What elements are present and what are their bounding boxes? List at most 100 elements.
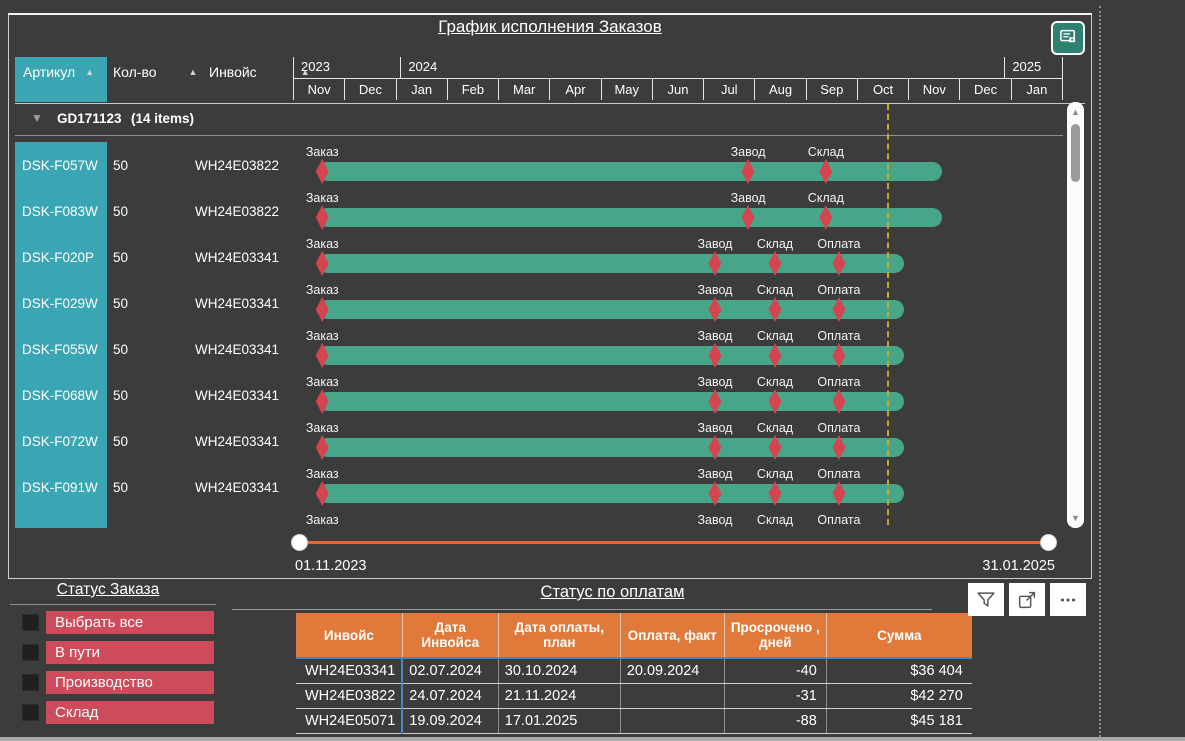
milestone-diamond-icon[interactable]: [708, 297, 722, 322]
gantt-bar[interactable]: [317, 208, 943, 227]
sort-triangle-up-icon[interactable]: ▲: [85, 67, 95, 77]
milestone-diamond-icon[interactable]: [315, 297, 329, 322]
article-cell[interactable]: [15, 510, 107, 528]
focus-mode-icon[interactable]: [1009, 583, 1045, 616]
legend-item-label[interactable]: Склад: [46, 701, 214, 724]
article-cell[interactable]: DSK-F057W: [15, 142, 107, 188]
invoice-cell: WH24E03341: [195, 249, 280, 265]
column-header-invoice[interactable]: Инвойс ▲: [209, 64, 310, 80]
milestone-diamond-icon[interactable]: [768, 481, 782, 506]
payments-column-header[interactable]: Оплата, факт: [620, 613, 725, 659]
milestone-diamond-icon[interactable]: [708, 389, 722, 414]
legend-item: Производство: [0, 671, 260, 694]
milestone-diamond-icon[interactable]: [768, 435, 782, 460]
milestone-diamond-icon[interactable]: [708, 343, 722, 368]
checkbox-icon[interactable]: [22, 644, 39, 661]
payments-column-header[interactable]: Дата оплаты, план: [498, 613, 621, 659]
milestone-diamond-icon[interactable]: [819, 159, 833, 184]
milestone-diamond-icon[interactable]: [315, 481, 329, 506]
payments-cell: $36 404: [826, 658, 972, 684]
milestone-diamond-icon[interactable]: [315, 159, 329, 184]
article-cell[interactable]: DSK-F072W: [15, 418, 107, 464]
payments-cell: 19.09.2024: [401, 708, 499, 734]
slider-handle-start[interactable]: [291, 534, 308, 551]
article-cell[interactable]: DSK-F091W: [15, 464, 107, 510]
milestone-diamond-icon[interactable]: [832, 297, 846, 322]
payments-column-header[interactable]: Сумма: [826, 613, 972, 659]
milestone-diamond-icon[interactable]: [768, 343, 782, 368]
chevron-down-icon[interactable]: ▼: [31, 111, 43, 125]
legend-item-label[interactable]: В пути: [46, 641, 214, 664]
milestone-diamond-icon[interactable]: [832, 435, 846, 460]
checkbox-icon[interactable]: [22, 674, 39, 691]
gantt-bar[interactable]: [317, 438, 905, 457]
milestone-label: Заказ: [305, 237, 339, 251]
more-options-icon[interactable]: [1050, 583, 1086, 616]
milestone-diamond-icon[interactable]: [315, 251, 329, 276]
payments-cell: 30.10.2024: [498, 658, 621, 684]
scroll-down-icon[interactable]: ▼: [1071, 513, 1080, 523]
article-cell[interactable]: DSK-F083W: [15, 188, 107, 234]
legend-item-label[interactable]: Выбрать все: [46, 611, 214, 634]
column-header-qty-label: Кол-во: [113, 64, 157, 80]
article-cell[interactable]: DSK-F020P: [15, 234, 107, 280]
milestone-label: Завод: [730, 191, 766, 205]
timeline-month-label: Sep: [805, 79, 857, 100]
article-cell[interactable]: DSK-F029W: [15, 280, 107, 326]
milestone-label: Склад: [756, 513, 794, 527]
scroll-up-icon[interactable]: ▲: [1071, 107, 1080, 117]
slider-handle-end[interactable]: [1040, 534, 1057, 551]
vertical-scrollbar[interactable]: ▲ ▼: [1067, 102, 1084, 528]
legend-item-label[interactable]: Производство: [46, 671, 214, 694]
milestone-diamond-icon[interactable]: [315, 343, 329, 368]
article-cell[interactable]: DSK-F055W: [15, 326, 107, 372]
table-row[interactable]: WH24E05071 19.09.2024 17.01.2025 -88 $45 181: [296, 708, 972, 734]
milestone-diamond-icon[interactable]: [832, 389, 846, 414]
gantt-row: Заказ Завод Склад Оплата: [9, 510, 1093, 528]
gantt-bar[interactable]: [317, 484, 905, 503]
checkbox-icon[interactable]: [22, 704, 39, 721]
payments-column-header[interactable]: Дата Инвойса: [402, 613, 499, 659]
article-cell[interactable]: DSK-F068W: [15, 372, 107, 418]
payments-column-header[interactable]: Просрочено , дней: [724, 613, 827, 659]
milestone-diamond-icon[interactable]: [315, 205, 329, 230]
column-header-qty[interactable]: Кол-во ▲: [113, 64, 197, 80]
gantt-bar[interactable]: [317, 300, 905, 319]
gantt-row: DSK-F057W 50 WH24E03822 Заказ Завод Склад: [9, 142, 1093, 188]
milestone-diamond-icon[interactable]: [768, 251, 782, 276]
sort-triangle-up-icon[interactable]: ▲: [300, 67, 310, 77]
scrollbar-thumb[interactable]: [1071, 124, 1080, 182]
milestone-diamond-icon[interactable]: [832, 251, 846, 276]
milestone-label: Оплата: [817, 329, 861, 343]
table-row[interactable]: WH24E03341 02.07.2024 30.10.2024 20.09.2024…: [296, 658, 972, 684]
quantity-cell: 50: [113, 341, 129, 357]
gantt-bar[interactable]: [317, 346, 905, 365]
gantt-bar[interactable]: [317, 162, 943, 181]
milestone-diamond-icon[interactable]: [819, 205, 833, 230]
table-row[interactable]: WH24E03822 24.07.2024 21.11.2024 -31 $42 270: [296, 683, 972, 709]
group-items-count: (14 items): [131, 111, 195, 126]
timeline-month-label: Feb: [446, 79, 498, 100]
gantt-bar[interactable]: [317, 254, 905, 273]
milestone-diamond-icon[interactable]: [768, 297, 782, 322]
milestone-diamond-icon[interactable]: [832, 343, 846, 368]
milestone-label: Завод: [697, 329, 733, 343]
milestone-diamond-icon[interactable]: [741, 205, 755, 230]
checkbox-icon[interactable]: [22, 614, 39, 631]
milestone-diamond-icon[interactable]: [741, 159, 755, 184]
milestone-diamond-icon[interactable]: [708, 251, 722, 276]
milestone-diamond-icon[interactable]: [315, 435, 329, 460]
milestone-diamond-icon[interactable]: [708, 481, 722, 506]
milestone-diamond-icon[interactable]: [832, 481, 846, 506]
milestone-diamond-icon[interactable]: [315, 389, 329, 414]
gantt-bar[interactable]: [317, 392, 905, 411]
milestone-label: Заказ: [305, 513, 339, 527]
milestone-diamond-icon[interactable]: [768, 389, 782, 414]
group-header[interactable]: ▼ GD171123 (14 items): [15, 107, 1063, 133]
payments-column-header[interactable]: Инвойс: [296, 613, 403, 659]
sort-triangle-up-icon[interactable]: ▲: [188, 67, 198, 77]
report-icon-button[interactable]: [1051, 21, 1085, 55]
column-header-artikul[interactable]: Артикул ▲: [15, 57, 107, 102]
filter-icon[interactable]: [968, 583, 1004, 616]
milestone-diamond-icon[interactable]: [708, 435, 722, 460]
